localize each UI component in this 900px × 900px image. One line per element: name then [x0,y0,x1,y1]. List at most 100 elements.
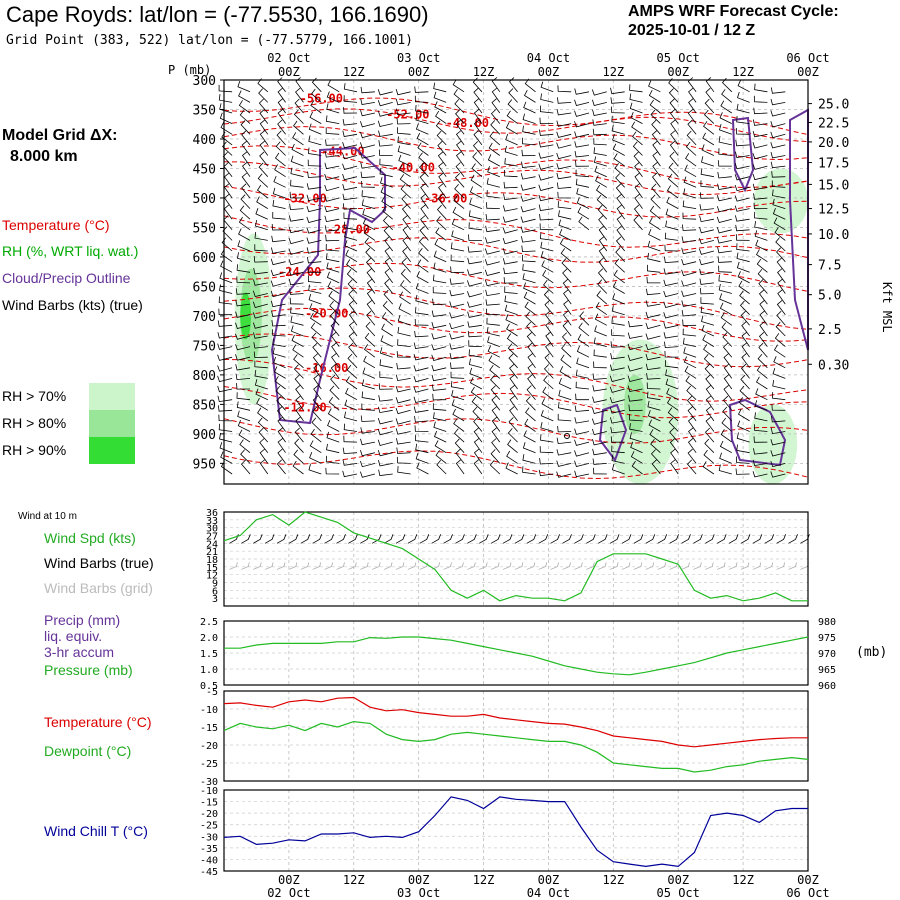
panel-frames-layer [223,79,809,872]
wind-barb [687,108,697,124]
surface-wind-barb-grid [383,562,393,570]
wind-barb [306,205,322,213]
wind-barb [240,459,251,475]
wind-barb [435,450,447,464]
panel-tick-label: -25 [200,821,218,832]
top-date-label: 04 Oct [527,51,570,65]
wind-barb [520,216,536,223]
wind-barb [666,397,679,411]
wind-barb [539,214,554,221]
wind-barb [469,186,483,199]
wind-barb [556,449,572,456]
wind-barb [559,366,572,379]
wind-barb [491,395,501,411]
wind-barb [508,353,518,369]
wind-barb [562,310,572,326]
wind-barb [342,119,358,126]
wind-barb [645,353,661,361]
wind-barb [556,163,572,170]
wind-barb [522,273,536,284]
wind-barb [757,353,768,369]
pressure-right-tick-label: 960 [818,681,836,692]
wind-barb [311,332,322,347]
surface-wind-barb-grid [574,562,583,570]
wind-barb [574,150,590,158]
wind-barb [574,405,590,412]
wind-barb [612,143,625,156]
wind-barb [256,184,269,199]
height-tick-label: 0.30 [818,358,849,373]
wind-barb [449,333,465,340]
wind-barb [272,211,286,220]
wind-barb [219,272,233,284]
wind-barb [520,173,536,180]
surface-wind-barb-grid [621,562,631,570]
rh-region-70 [748,404,798,484]
wind-barb [342,163,358,170]
wind-barb [591,89,607,96]
wind-barb [556,142,572,149]
wind-barb [473,427,483,443]
wind-barb [508,77,518,93]
wind-barb [259,109,269,124]
wind-barb [770,131,786,139]
rh-swatch-70 [89,383,135,410]
legend-wind-chill: Wind Chill T (°C) [44,823,148,839]
legend-precip: Precip (mm) [44,612,121,628]
wind-barb [217,343,233,350]
pressure-tick-label: 450 [193,162,216,177]
wind-barb [651,183,661,199]
wind-barb [491,77,501,93]
wind-barb [705,406,715,422]
temperature-contour-label: -28.00 [327,222,370,236]
wind-barb [559,228,572,241]
wind-barb [507,343,518,358]
wind-at-10m-label: Wind at 10 m [18,511,77,522]
wind-barb [700,306,714,316]
wind-barb [576,197,590,209]
wind-barb [752,153,768,160]
wind-barb [342,193,358,201]
wind-barb [217,405,233,412]
wind-barb [360,427,375,434]
panel-frame [223,620,809,686]
wind-barb [771,392,786,401]
wind-barb [327,79,340,93]
wind-barb [219,432,233,443]
wind-barb [259,448,269,464]
wind-barb [325,127,340,135]
wind-barb [397,339,411,347]
pressure-tick-label: 750 [193,339,216,354]
wind-barb [634,162,643,177]
wind-barb [685,375,697,390]
wind-barb [431,344,447,351]
wind-barb [556,109,572,116]
wind-barb [217,375,233,383]
wind-barb [752,459,768,467]
wind-barb [520,195,536,202]
wind-barb [646,276,661,284]
wind-barb [490,375,501,390]
legend-wind-barbs: Wind Barbs (kts) (true) [2,297,143,313]
wind-barb [453,195,465,209]
bottom-date-label: 03 Oct [397,886,440,900]
wind-barb [502,205,518,212]
wind-barb [754,211,768,220]
wind-barb [646,382,661,390]
temperature-contour [223,185,809,218]
panel-tick-label: -10 [200,786,218,797]
wind-barb [431,310,447,317]
wind-barb [486,317,500,326]
wind-barb [414,86,429,93]
pressure-right-tick-label: 965 [818,665,836,676]
wind-barb [449,352,465,360]
wind-barb [219,103,233,114]
wind-barb [325,467,340,475]
wind-barb [770,450,786,457]
wind-barb [738,397,750,411]
panel-tick-label: 30 [206,524,218,535]
wind-barb [740,374,750,390]
rh-level-70-label: RH > 70% [2,388,67,404]
wind-barb [453,89,465,103]
wind-barb [377,428,393,436]
